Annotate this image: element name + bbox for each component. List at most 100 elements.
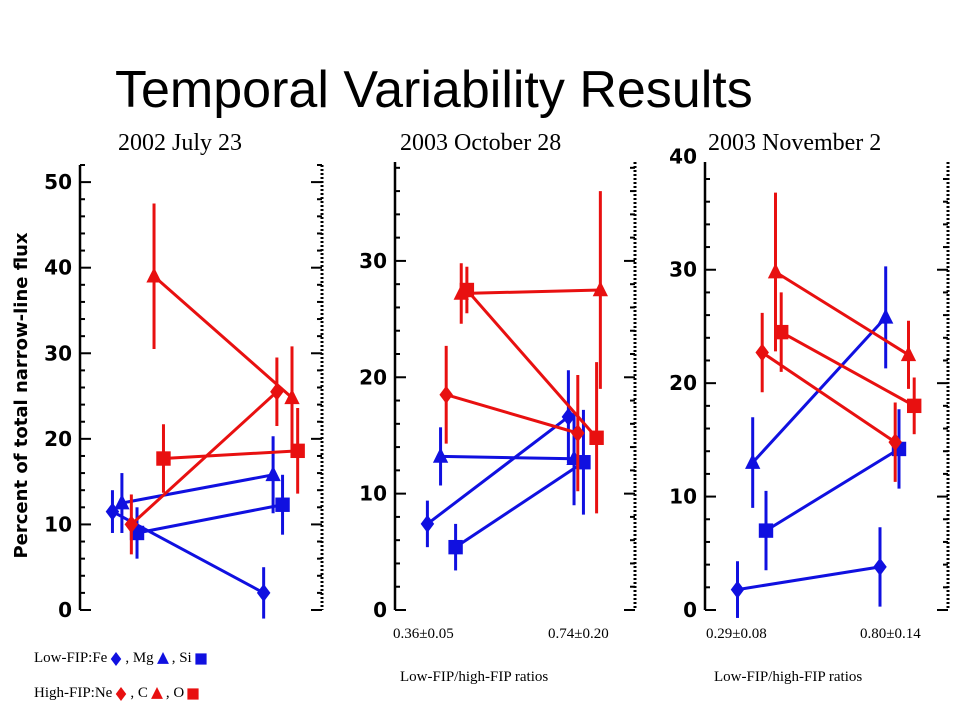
y-tick-label: 30 [669, 258, 697, 282]
y-tick-label: 10 [44, 512, 72, 536]
ratio-nov-second: 0.80±0.14 [860, 626, 921, 642]
data-point-triangle [114, 494, 130, 510]
series-mg [114, 436, 281, 533]
data-point-triangle [146, 267, 162, 283]
y-tick-label: 20 [359, 365, 387, 389]
panel-date-1: 2002 July 23 [118, 130, 243, 156]
series-o [156, 408, 305, 494]
data-point-square [275, 497, 290, 512]
data-point-diamond [730, 580, 745, 599]
diamond-icon [116, 686, 127, 701]
series-line [153, 275, 293, 399]
series-fe [730, 527, 887, 618]
data-point-diamond [439, 385, 453, 404]
series-line [465, 289, 598, 439]
legend-high-o-label: O [173, 685, 185, 701]
data-point-square [459, 282, 475, 298]
data-point-triangle [878, 308, 894, 324]
series-line [136, 503, 283, 535]
legend-marker-square [187, 687, 199, 700]
data-point-square [576, 455, 591, 470]
data-point-square [758, 523, 774, 538]
series-c [767, 192, 917, 389]
series-line [765, 447, 900, 532]
y-tick-label: 40 [44, 256, 72, 280]
data-point-diamond [755, 343, 769, 362]
data-point-square [448, 539, 463, 555]
series-line [163, 449, 298, 461]
y-tick-label: 50 [44, 170, 72, 194]
data-point-square [156, 451, 171, 466]
legend-high-prefix: High-FIP: [34, 685, 95, 701]
legend-low-fip: Low-FIP: Fe, Mg, Si [34, 650, 210, 667]
data-point-triangle [900, 345, 917, 362]
y-axis-label: Percent of total narrow-line flux [11, 232, 32, 558]
data-point-triangle [284, 388, 300, 405]
triangle-icon [156, 651, 169, 664]
series-line [454, 460, 585, 549]
legend-marker-diamond [116, 686, 127, 701]
data-point-diamond [571, 424, 585, 443]
square-icon [195, 652, 207, 665]
legend-separator: , [165, 685, 174, 701]
series-line [426, 415, 570, 526]
data-point-triangle [265, 465, 281, 482]
data-point-triangle [767, 263, 784, 279]
data-point-triangle [432, 447, 449, 463]
data-point-triangle [745, 453, 761, 469]
legend-high-c-label: C [137, 685, 148, 701]
y-tick-label: 10 [669, 485, 697, 509]
legend-low-mg-label: Mg [132, 650, 154, 666]
series-line [780, 330, 915, 408]
series-line [774, 270, 910, 357]
legend-marker-square [195, 652, 207, 665]
data-point-square [907, 398, 922, 414]
legend-separator: , [171, 650, 180, 666]
series-mg [432, 412, 582, 506]
series-line [440, 454, 575, 461]
data-point-triangle [592, 281, 609, 297]
data-point-diamond [888, 433, 902, 452]
y-tick-label: 0 [58, 598, 72, 622]
series-line [121, 473, 274, 505]
panel-date-2: 2003 October 28 [400, 130, 562, 156]
legend-separator: , [130, 685, 138, 701]
legend-marker-diamond [111, 651, 122, 666]
series-ne [439, 345, 585, 492]
data-point-square [589, 430, 604, 445]
data-point-square [774, 324, 789, 340]
data-point-diamond [420, 514, 435, 533]
series-si [758, 409, 907, 571]
y-tick-label: 0 [373, 598, 387, 622]
series-line [761, 351, 897, 444]
series-o [774, 292, 922, 435]
legend-low-fe-label: Fe [92, 650, 108, 666]
series-c [453, 191, 609, 389]
legend-low-si-label: Si [179, 650, 192, 666]
series-si [448, 409, 591, 571]
series-c [146, 203, 300, 450]
ratio-oct-first: 0.36±0.05 [393, 626, 454, 642]
series-line [445, 393, 579, 435]
triangle-icon [150, 686, 163, 699]
ratio-nov-first: 0.29±0.08 [706, 626, 767, 642]
data-point-diamond [873, 557, 887, 576]
legend-marker-triangle [156, 651, 169, 664]
y-tick-label: 0 [683, 598, 697, 622]
y-tick-label: 20 [44, 427, 72, 451]
legend-marker-triangle [150, 686, 163, 699]
data-point-square [290, 443, 305, 459]
series-fe [420, 370, 576, 548]
diamond-icon [111, 651, 122, 666]
series-o [459, 266, 604, 514]
ratio-caption-oct: Low-FIP/high-FIP ratios [400, 669, 549, 685]
y-tick-label: 30 [44, 341, 72, 365]
data-point-diamond [256, 583, 271, 602]
series-line [461, 288, 601, 295]
y-tick-label: 30 [359, 249, 387, 273]
square-icon [187, 687, 199, 700]
panel-3: 0 10 20 30 40 [669, 144, 950, 622]
y-tick-label: 40 [669, 144, 697, 168]
legend-separator: , [125, 650, 133, 666]
y-tick-label: 10 [359, 482, 387, 506]
